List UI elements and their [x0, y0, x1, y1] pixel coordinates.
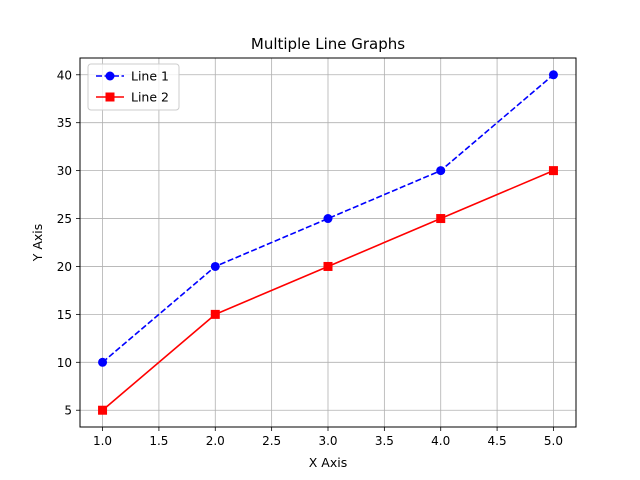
x-tick-label-5: 3.5 [375, 434, 394, 448]
y-tick-label-0: 5 [64, 404, 72, 418]
y-tick-label-7: 40 [57, 68, 72, 82]
x-tick-label-8: 5.0 [544, 434, 563, 448]
series-1-line [102, 74, 554, 363]
y-tick-label-5: 30 [57, 164, 72, 178]
x-tick-label-1: 1.5 [149, 434, 168, 448]
series-1-point-3 [436, 166, 446, 176]
chart-title: Multiple Line Graphs [251, 35, 405, 53]
series-1 [98, 70, 558, 367]
y-tick-label-2: 15 [57, 308, 72, 322]
x-tick-label-4: 3.0 [318, 434, 337, 448]
x-tick-label-0: 1.0 [93, 434, 112, 448]
y-tick-label-1: 10 [57, 356, 72, 370]
series-2-point-4 [548, 166, 558, 176]
axis-ticks: 1.0 1.5 2.0 2.5 3.0 3.5 4.0 4.5 5.0 5 10 15 20 25 30 35… [57, 68, 563, 448]
x-tick-label-7: 4.5 [488, 434, 507, 448]
y-tick-label-4: 25 [57, 212, 72, 226]
legend: Line 1 Line 2 [87, 63, 180, 111]
series-1-point-2 [323, 214, 333, 224]
x-tick-label-2: 2.0 [206, 434, 225, 448]
y-axis-label: Y Axis [30, 224, 45, 263]
series-2-point-2 [323, 261, 333, 271]
series-2-point-1 [210, 309, 220, 319]
x-axis-label: X Axis [309, 455, 347, 470]
series-layer [98, 70, 558, 415]
y-tick-label-3: 20 [57, 260, 72, 274]
series-2 [98, 166, 558, 415]
series-1-point-4 [548, 70, 558, 80]
legend-line-1-label: Line 1 [131, 69, 169, 84]
legend-line-2-label: Line 2 [131, 90, 169, 105]
x-tick-label-3: 2.5 [262, 434, 281, 448]
legend-line-2-marker [105, 92, 115, 102]
y-tick-label-6: 35 [57, 116, 72, 130]
legend-line-1-marker [105, 71, 115, 81]
x-tick-label-6: 4.0 [431, 434, 450, 448]
series-2-point-0 [98, 405, 108, 415]
grid-lines [80, 58, 576, 427]
series-1-point-0 [98, 357, 108, 367]
series-2-point-3 [436, 214, 446, 224]
series-1-point-1 [210, 261, 220, 271]
